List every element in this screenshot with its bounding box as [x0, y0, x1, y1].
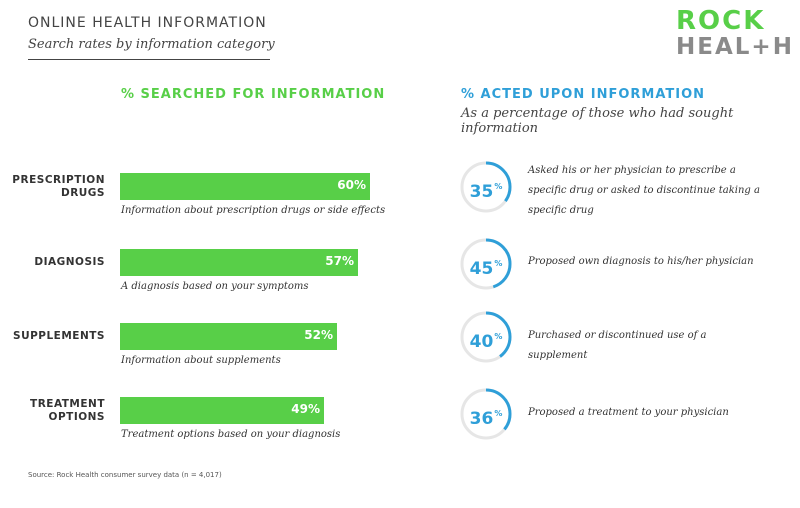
ring-arc	[460, 388, 512, 440]
ring-value-number: 45	[469, 259, 494, 279]
bar: 52%	[120, 323, 337, 350]
ring-value-unit: %	[494, 259, 503, 268]
bar-value-label: 60%	[337, 178, 366, 192]
ring-value: 35%	[458, 159, 514, 215]
action-description: Purchased or discontinued use of a suppl…	[528, 330, 707, 361]
acted-section-title: % ACTED UPON INFORMATION	[461, 87, 706, 102]
category-label: PRESCRIPTION DRUGS	[0, 174, 105, 200]
title-divider	[28, 59, 270, 60]
bar-value-label: 57%	[325, 254, 354, 268]
chart-title: ONLINE HEALTH INFORMATION	[28, 15, 267, 31]
logo-line-2: HEAL+H	[676, 34, 794, 60]
category-label-line: TREATMENT	[30, 398, 105, 410]
ring-value-unit: %	[494, 409, 503, 418]
ring-value: 45%	[458, 236, 514, 292]
ring-svg	[460, 311, 512, 363]
action-description: Proposed a treatment to your physician	[528, 407, 729, 418]
ring-value: 36%	[458, 386, 514, 442]
ring-value: 40%	[458, 309, 514, 365]
ring-svg	[460, 388, 512, 440]
source-note: Source: Rock Health consumer survey data…	[28, 471, 222, 479]
ring-chart: 45%	[458, 236, 514, 292]
ring-value-number: 40	[469, 332, 494, 352]
ring-chart: 36%	[458, 386, 514, 442]
category-label-line: DIAGNOSIS	[34, 256, 105, 268]
bar: 57%	[120, 249, 358, 276]
category-label-line: PRESCRIPTION	[12, 174, 105, 186]
category-label-line: DRUGS	[60, 187, 105, 199]
ring-chart: 40%	[458, 309, 514, 365]
category-label: TREATMENT OPTIONS	[0, 398, 105, 424]
bar-description: Information about supplements	[121, 355, 281, 366]
bar: 49%	[120, 397, 324, 424]
action-description: Asked his or her physician to prescribe …	[528, 165, 760, 216]
searched-section-title: % SEARCHED FOR INFORMATION	[121, 87, 386, 102]
bar-description: Treatment options based on your diagnosi…	[121, 429, 341, 440]
bar: 60%	[120, 173, 370, 200]
chart-subtitle: Search rates by information category	[28, 37, 275, 52]
action-description: Proposed own diagnosis to his/her physic…	[528, 256, 754, 267]
acted-section-subtitle: As a percentage of those who had sought …	[461, 106, 734, 136]
ring-chart: 35%	[458, 159, 514, 215]
ring-value-number: 35	[469, 182, 494, 202]
ring-svg	[460, 238, 512, 290]
category-label: DIAGNOSIS	[0, 256, 105, 269]
category-label-line: OPTIONS	[48, 411, 105, 423]
ring-arc	[460, 161, 512, 213]
logo-line-1: ROCK	[676, 6, 766, 36]
ring-value-number: 36	[469, 409, 494, 429]
ring-svg	[460, 161, 512, 213]
ring-value-unit: %	[494, 332, 503, 341]
bar-description: A diagnosis based on your symptoms	[121, 281, 309, 292]
rock-health-logo: ROCK HEAL+H	[676, 6, 794, 60]
category-label: SUPPLEMENTS	[0, 330, 105, 343]
bar-description: Information about prescription drugs or …	[121, 205, 386, 216]
ring-arc	[460, 238, 512, 290]
bar-value-label: 52%	[304, 328, 333, 342]
ring-arc	[460, 311, 512, 363]
category-label-line: SUPPLEMENTS	[13, 330, 105, 342]
ring-value-unit: %	[494, 182, 503, 191]
bar-value-label: 49%	[291, 402, 320, 416]
